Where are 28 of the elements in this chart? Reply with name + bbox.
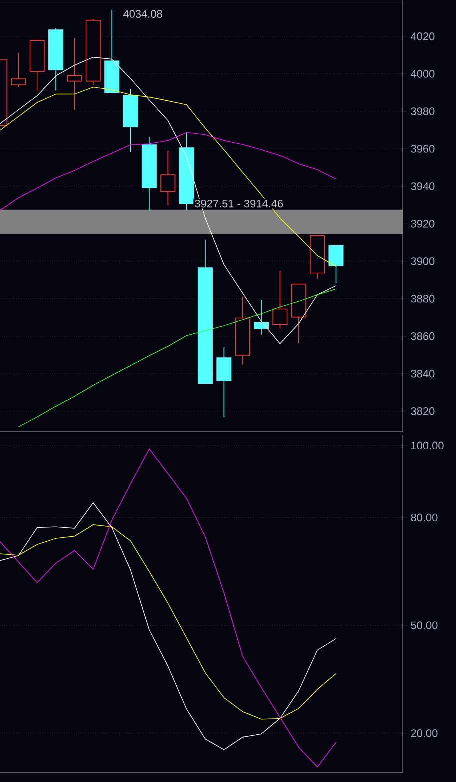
y-tick-label: 3820 [411,408,435,416]
candlestick [142,136,157,212]
y-tick-label: 4020 [411,32,435,40]
y-tick-label: 3900 [411,258,435,266]
candlestick [254,299,270,336]
y-tick-label: 3840 [411,370,435,378]
y-tick-label: 4000 [411,70,435,78]
y-tick-label: 3860 [411,332,435,340]
line-series [0,132,337,211]
candlestick [67,38,82,110]
y-tick-label: 3980 [411,108,435,116]
line-series [0,56,337,344]
y-tick-label: 3960 [411,145,435,153]
y-tick-label: 3940 [411,182,435,190]
candlestick [86,18,101,86]
annotation: 4034.08 [123,10,162,18]
y-tick-label: 3880 [411,295,435,303]
y-tick-label: 50.00 [411,622,438,630]
y-tick-label: 20.00 [411,730,438,738]
y-tick-label: 80.00 [411,514,438,522]
y-tick-label: 100.00 [412,442,444,450]
candlestick [216,347,232,418]
candlestick [48,28,64,92]
candlestick [235,296,250,366]
band-label: 3927.51 - 3914.46 [195,200,284,208]
y-tick-label: 3920 [411,220,435,228]
line-series [0,502,337,750]
candlestick [160,150,176,206]
